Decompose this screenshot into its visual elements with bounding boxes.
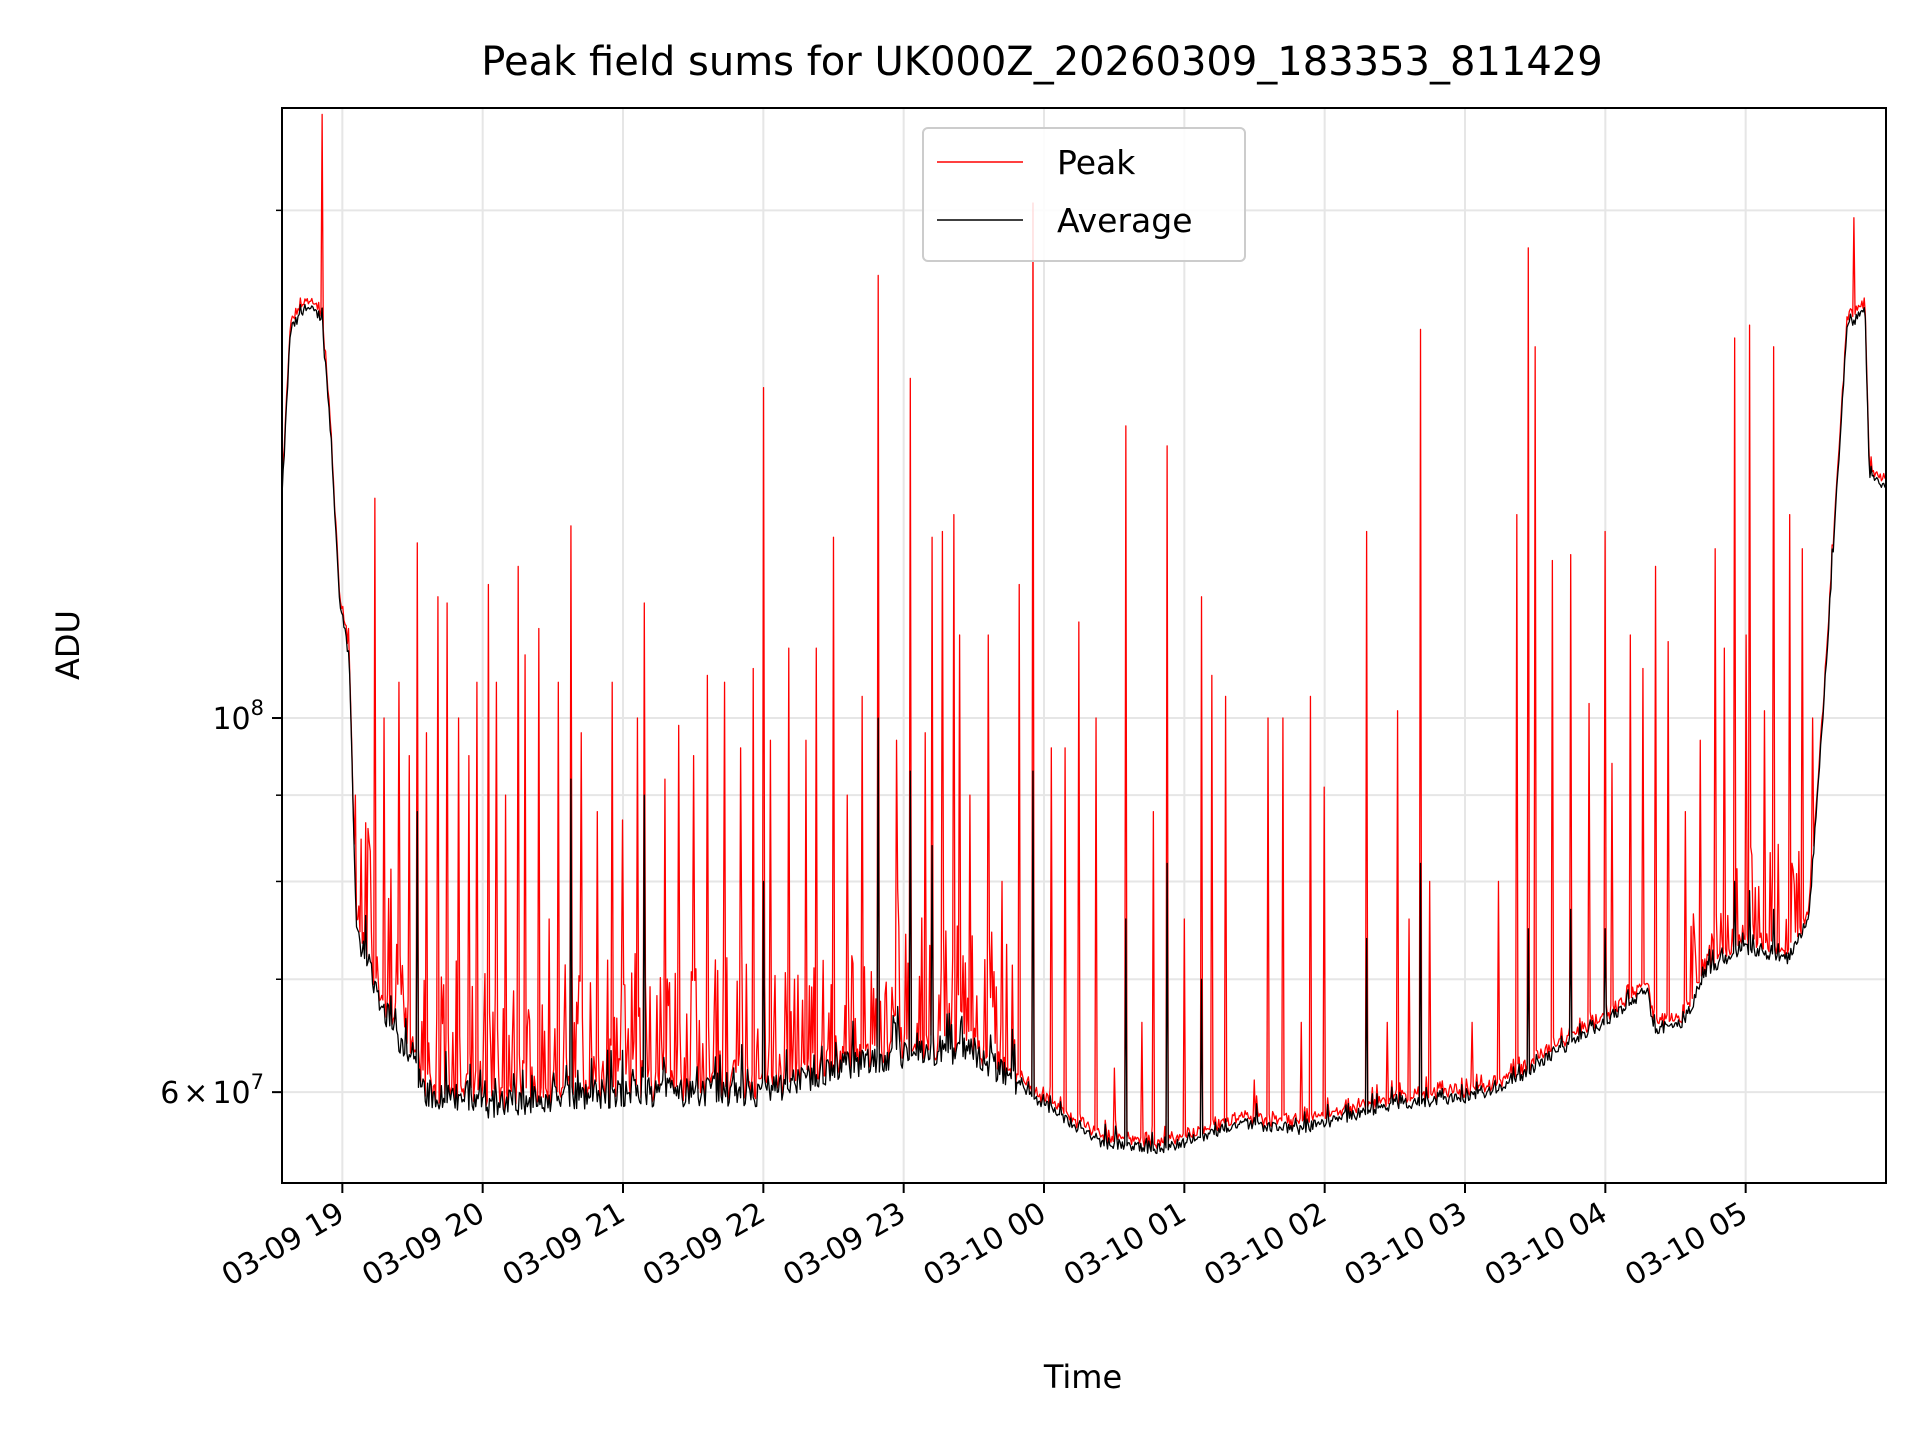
plot-area <box>282 113 1886 1155</box>
y-tick-label-0: 108 <box>212 696 264 737</box>
legend-peak-label: Peak <box>1057 143 1136 182</box>
legend: Peak Average <box>922 127 1246 262</box>
y-tick-label-1: 6 × 107 <box>160 1070 264 1111</box>
chart-title: Peak field sums for UK000Z_20260309_1833… <box>481 39 1602 85</box>
series-average-line <box>282 303 1886 1155</box>
y-axis: 108 6 × 107 <box>160 209 282 1111</box>
series-peak-line <box>282 113 1886 1149</box>
x-axis-label: Time <box>1043 1358 1122 1396</box>
plot-frame <box>281 107 1887 1184</box>
legend-average-label: Average <box>1057 201 1193 240</box>
y-axis-label: ADU <box>49 610 87 680</box>
